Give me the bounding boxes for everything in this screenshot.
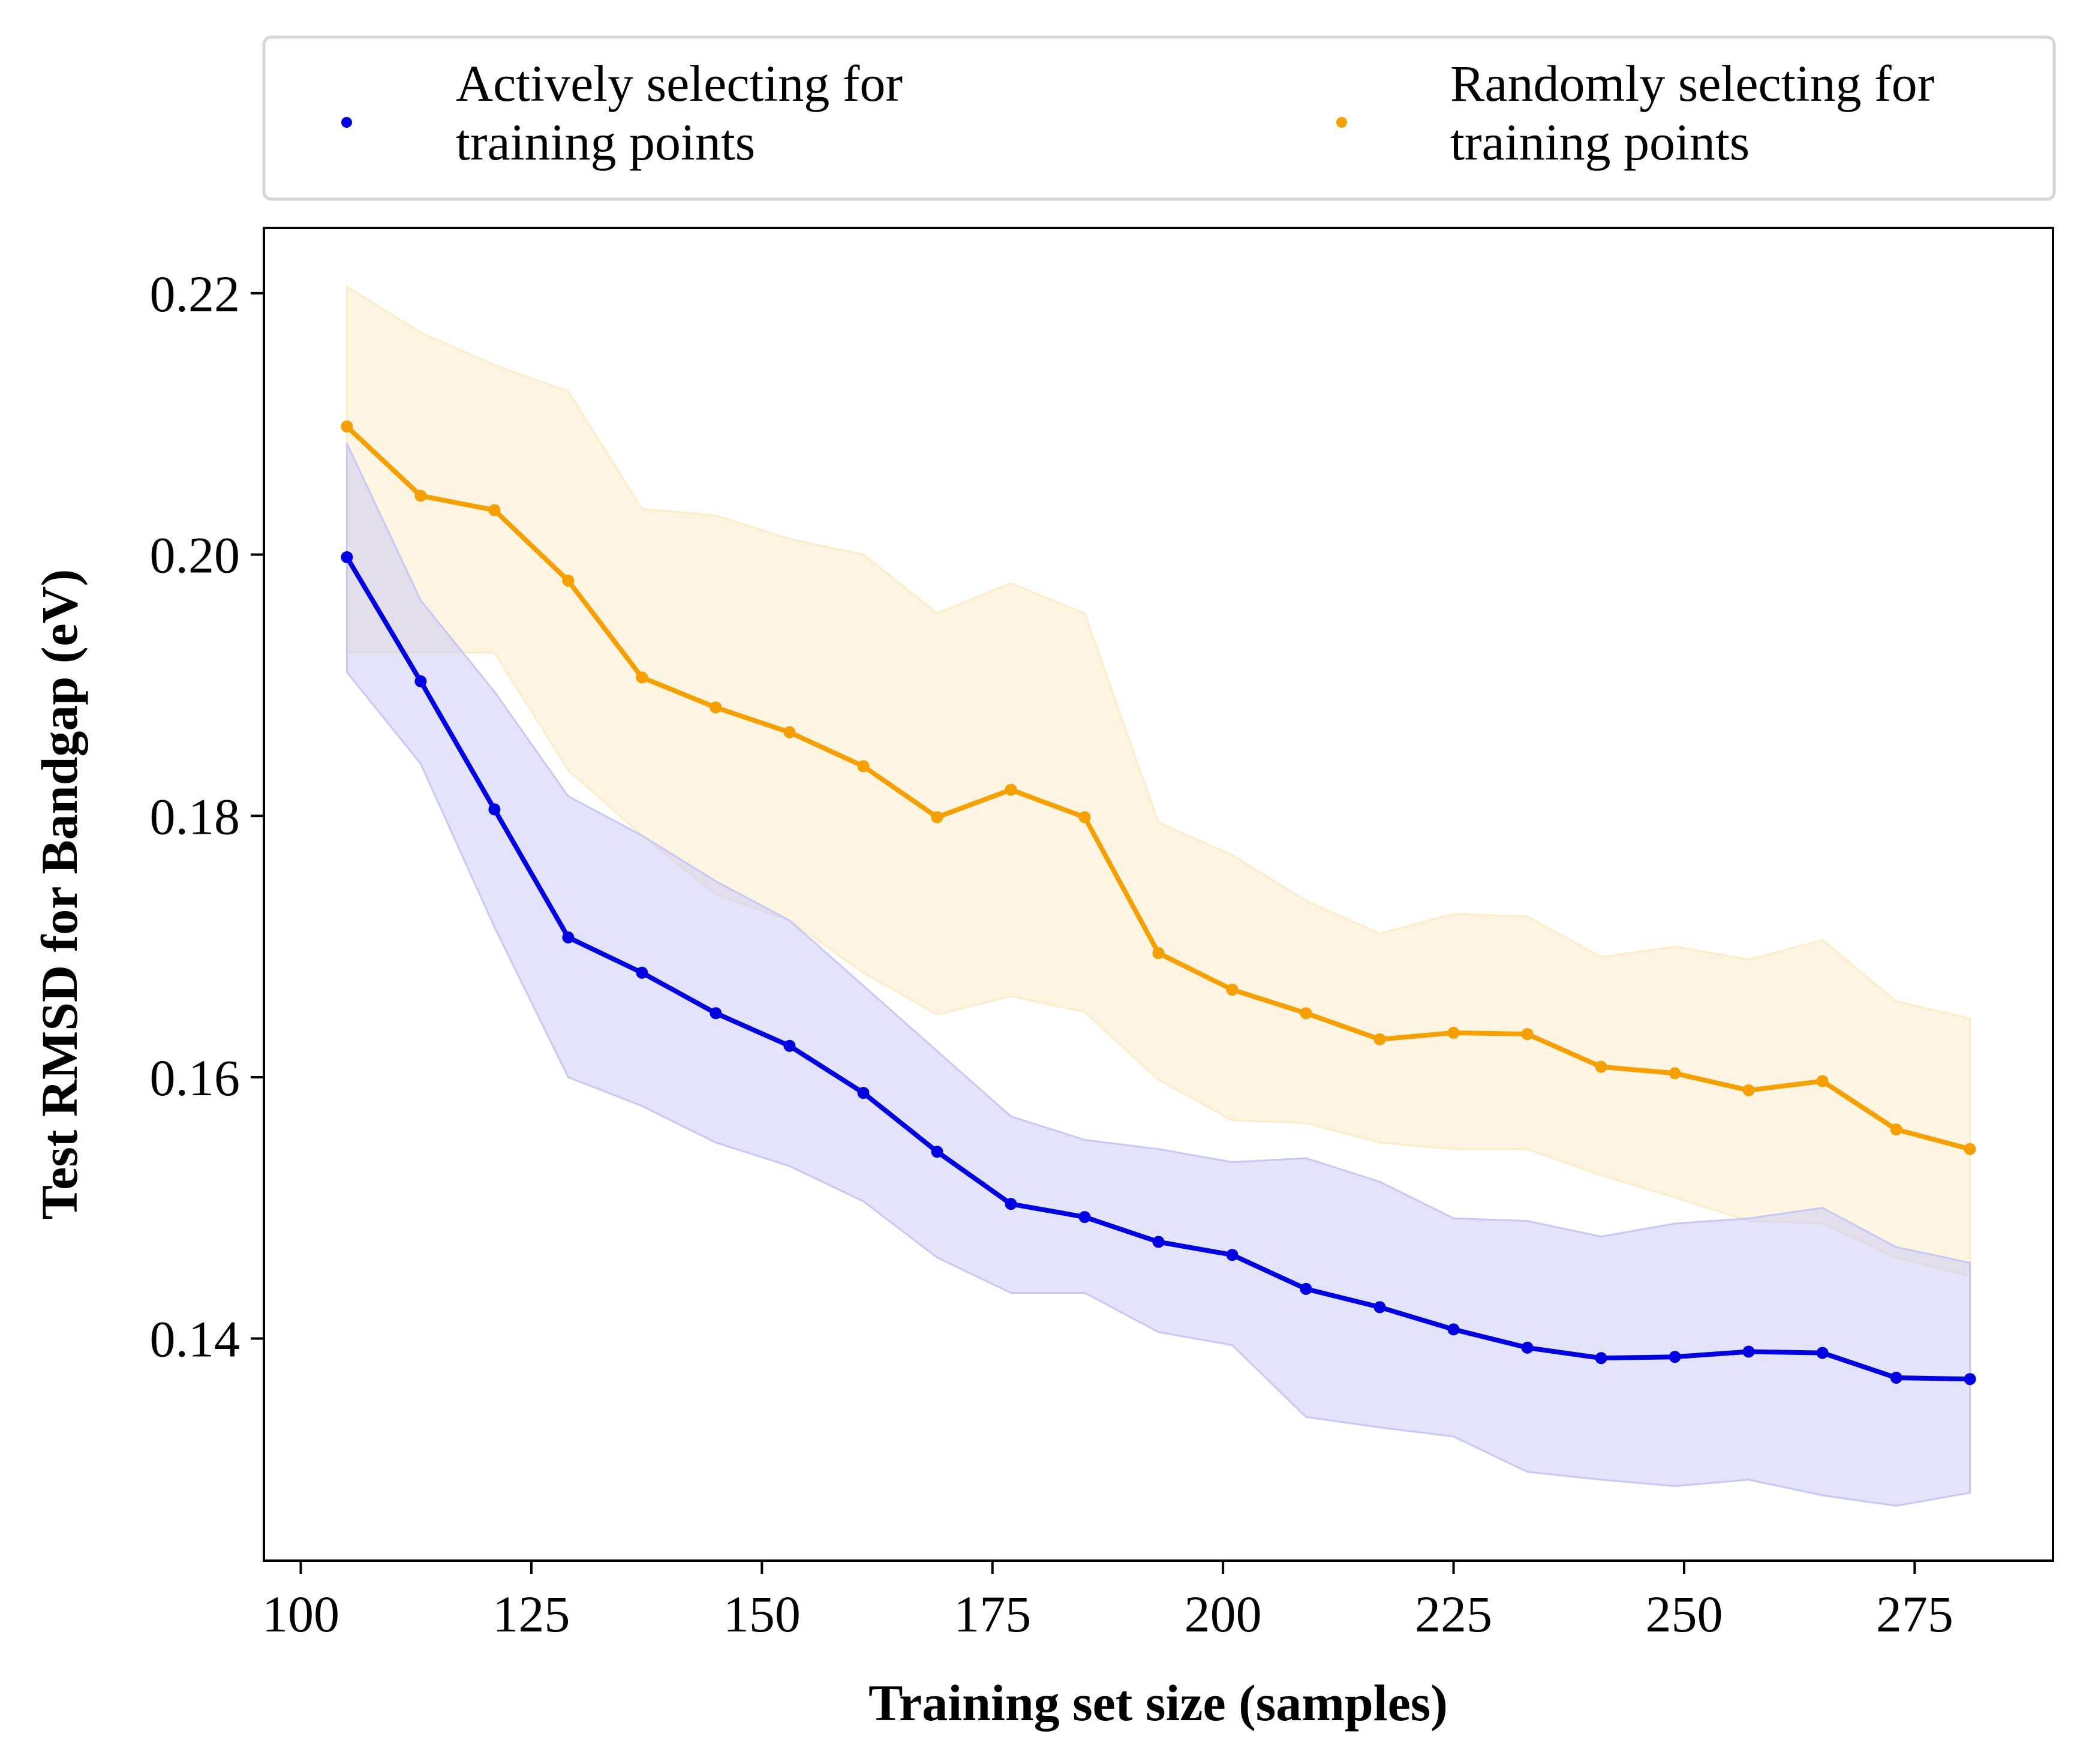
data-point-random — [636, 671, 648, 684]
x-axis-title: Training set size (samples) — [868, 1674, 1448, 1732]
data-point-active — [1226, 1249, 1239, 1261]
x-tick-label: 275 — [1876, 1585, 1953, 1643]
legend-frame — [262, 35, 2056, 201]
x-tick-label: 150 — [723, 1585, 801, 1643]
data-point-active — [1078, 1211, 1091, 1224]
data-point-active — [1742, 1345, 1755, 1358]
data-point-active — [562, 931, 575, 943]
data-point-active — [857, 1087, 870, 1099]
data-point-random — [1373, 1033, 1386, 1045]
x-tick-label: 200 — [1185, 1585, 1262, 1643]
data-point-random — [1964, 1143, 1976, 1155]
data-point-random — [1595, 1060, 1607, 1073]
data-point-random — [1669, 1067, 1681, 1080]
x-tick-label: 175 — [954, 1585, 1031, 1643]
data-point-random — [1742, 1084, 1755, 1096]
y-tick-label: 0.16 — [150, 1049, 241, 1107]
plot-area-frame — [263, 227, 2054, 1562]
data-point-random — [931, 811, 943, 824]
data-point-active — [1005, 1198, 1017, 1210]
series-points — [341, 420, 1976, 1386]
data-point-active — [636, 966, 648, 979]
data-point-random — [710, 701, 722, 714]
x-tick-label: 225 — [1415, 1585, 1492, 1643]
data-point-random — [783, 726, 796, 738]
legend-label-random-line2: training points — [1450, 113, 1750, 171]
y-axis-title: Test RMSD for Bandgap (eV) — [31, 569, 88, 1220]
data-point-random — [1078, 811, 1091, 824]
y-axis-ticks: 0.14 0.16 0.18 0.20 0.22 — [150, 265, 264, 1368]
data-point-active — [341, 551, 353, 563]
data-point-active — [1152, 1236, 1165, 1248]
data-point-active — [414, 675, 427, 687]
y-tick-label: 0.20 — [150, 527, 241, 584]
y-tick-label: 0.14 — [150, 1311, 241, 1368]
confidence-band-active — [345, 443, 1971, 1507]
data-point-active — [1447, 1323, 1460, 1336]
data-point-active — [1595, 1352, 1607, 1365]
data-point-active — [1521, 1341, 1534, 1354]
data-point-active — [1373, 1301, 1386, 1314]
data-point-active — [1669, 1351, 1681, 1363]
data-point-random — [488, 504, 501, 516]
data-point-random — [1152, 947, 1165, 959]
data-point-random — [1521, 1028, 1534, 1041]
x-tick-label: 125 — [492, 1585, 570, 1643]
x-axis-ticks: 100 125 150 175 200 225 250 275 — [262, 1561, 1953, 1643]
data-point-active — [488, 803, 501, 816]
data-point-active — [783, 1039, 796, 1052]
legend-marker-random — [1336, 117, 1347, 128]
confidence-band-random — [345, 285, 1971, 1278]
data-point-active — [710, 1007, 722, 1020]
data-point-active — [1964, 1373, 1976, 1386]
data-point-active — [1300, 1282, 1312, 1295]
y-tick-label: 0.22 — [150, 265, 241, 323]
data-point-random — [1447, 1026, 1460, 1039]
data-point-random — [341, 420, 353, 433]
data-point-random — [414, 489, 427, 502]
data-point-active — [931, 1146, 943, 1158]
data-point-random — [1226, 984, 1239, 996]
legend-label-random-line1: Randomly selecting for — [1450, 55, 1934, 112]
data-point-random — [562, 575, 575, 587]
x-tick-label: 250 — [1645, 1585, 1723, 1643]
data-point-random — [1300, 1007, 1312, 1020]
legend-label-active-line1: Actively selecting for — [456, 55, 903, 112]
data-point-random — [1890, 1123, 1902, 1136]
data-point-active — [1890, 1372, 1902, 1384]
y-tick-label: 0.18 — [150, 788, 241, 845]
x-tick-label: 100 — [262, 1585, 339, 1643]
legend-marker-active — [341, 117, 352, 128]
legend-label-active-line2: training points — [456, 113, 755, 171]
data-point-active — [1816, 1347, 1829, 1359]
confidence-bands — [345, 285, 1971, 1507]
data-point-random — [857, 760, 870, 773]
data-point-random — [1816, 1075, 1829, 1087]
legend: Actively selecting for training points R… — [262, 35, 2056, 201]
data-point-random — [1005, 783, 1017, 796]
